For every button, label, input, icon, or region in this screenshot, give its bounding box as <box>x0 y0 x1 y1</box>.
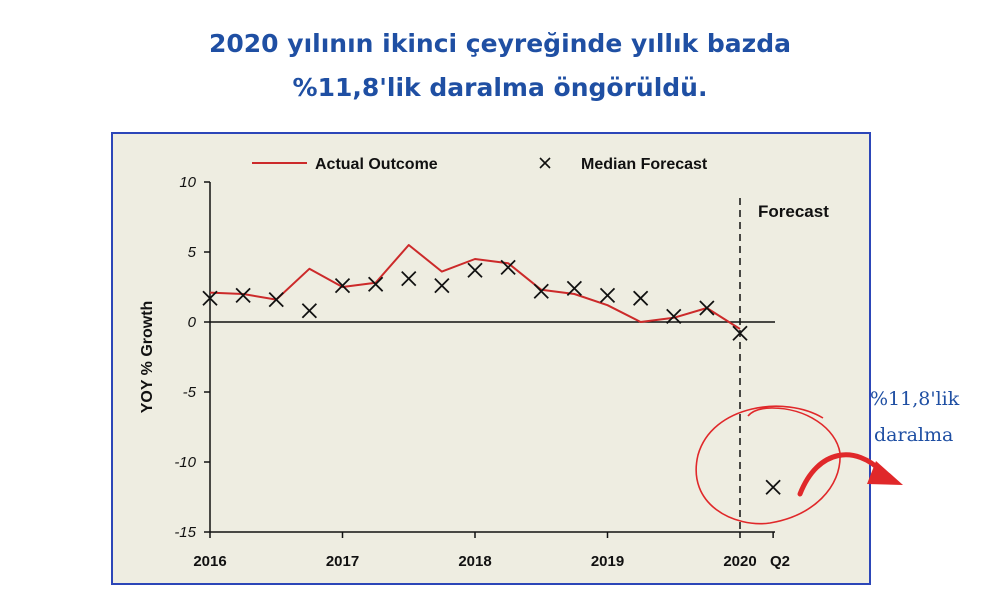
y-axis-title: YOY % Growth <box>139 301 156 414</box>
median-forecast-point <box>401 270 417 287</box>
legend-median-label: Median Forecast <box>581 156 708 173</box>
forecast-label: Forecast <box>758 202 829 221</box>
y-tick-label: 10 <box>179 174 196 191</box>
y-tick-label: -10 <box>174 454 196 471</box>
annotation-arrow-head <box>867 461 903 485</box>
median-forecast-point <box>666 308 682 325</box>
x-tick-label: 2017 <box>326 553 359 570</box>
x-tick-label: 2020 <box>723 553 756 570</box>
y-tick-label: -15 <box>174 524 196 541</box>
annotation: %11,8'lik daralma <box>695 388 960 525</box>
page-title-line1: 2020 yılının ikinci çeyreğinde yıllık ba… <box>209 29 791 58</box>
y-tick-label: 0 <box>188 314 197 331</box>
annotation-text-line1: %11,8'lik <box>870 388 960 410</box>
page-title-line2: %11,8'lik daralma öngörüldü. <box>292 73 708 102</box>
median-forecast-point <box>699 300 715 316</box>
legend-median-marker <box>539 157 551 169</box>
axes <box>209 182 775 533</box>
series-median-forecast <box>202 259 781 495</box>
x-tick-label: 2016 <box>193 553 226 570</box>
y-ticks: 10 5 0 -5 -10 -15 <box>174 174 210 541</box>
median-forecast-point <box>367 276 384 292</box>
median-forecast-point <box>301 303 318 319</box>
median-forecast-point <box>732 325 748 341</box>
median-forecast-point <box>765 479 781 495</box>
median-forecast-point <box>434 277 450 294</box>
y-tick-label: 5 <box>188 244 197 261</box>
median-forecast-point <box>467 262 483 278</box>
median-forecast-point <box>632 290 649 306</box>
chart-frame <box>111 132 871 585</box>
median-forecast-point <box>334 277 351 294</box>
x-tick-label: Q2 <box>770 553 790 570</box>
median-forecast-point <box>202 290 218 306</box>
median-forecast-point <box>599 287 616 304</box>
series-actual-outcome-line <box>209 244 741 330</box>
legend: Actual Outcome Median Forecast <box>252 156 708 173</box>
median-forecast-point <box>500 259 516 276</box>
page-title: 2020 yılının ikinci çeyreğinde yıllık ba… <box>0 22 1000 110</box>
x-tick-label: 2019 <box>591 553 624 570</box>
median-forecast-point <box>566 280 583 297</box>
annotation-circle <box>695 405 841 525</box>
median-forecast-point <box>533 283 549 299</box>
y-tick-label: -5 <box>183 384 197 401</box>
x-tick-label: 2018 <box>458 553 491 570</box>
median-forecast-point <box>268 291 284 308</box>
annotation-text-line2: daralma <box>874 424 953 446</box>
median-forecast-point <box>235 287 251 304</box>
x-ticks: 2016 2017 2018 2019 2020 Q2 <box>193 532 790 570</box>
annotation-arrow-shaft <box>797 452 885 497</box>
legend-actual-label: Actual Outcome <box>315 156 438 173</box>
